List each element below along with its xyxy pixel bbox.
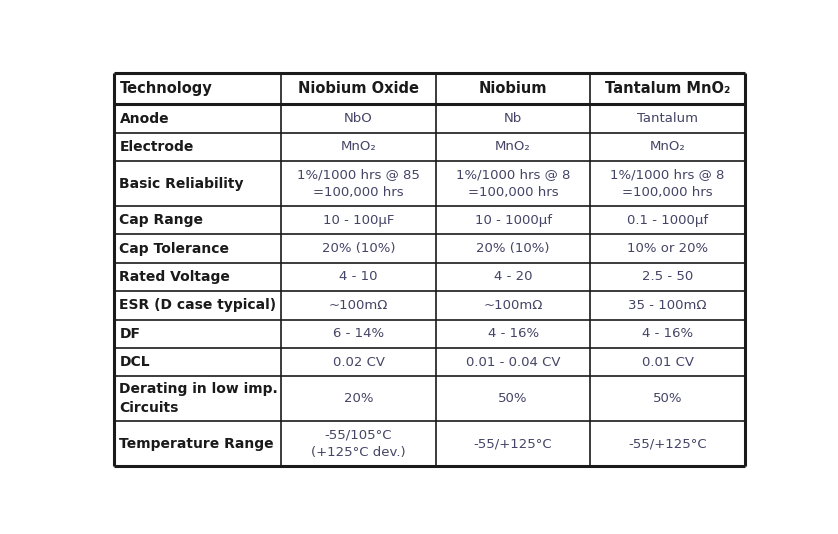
Text: 35 - 100mΩ: 35 - 100mΩ bbox=[628, 299, 707, 312]
Text: 20%: 20% bbox=[344, 392, 373, 405]
Bar bbox=[282, 421, 436, 466]
Bar bbox=[436, 161, 590, 206]
Bar bbox=[590, 421, 745, 466]
Text: ESR (D case typical): ESR (D case typical) bbox=[120, 299, 277, 312]
Text: 2.5 - 50: 2.5 - 50 bbox=[642, 271, 693, 284]
Text: 1%/1000 hrs @ 8
=100,000 hrs: 1%/1000 hrs @ 8 =100,000 hrs bbox=[456, 168, 570, 199]
Bar bbox=[436, 206, 590, 234]
Bar bbox=[114, 234, 282, 263]
Text: MnO₂: MnO₂ bbox=[495, 140, 531, 153]
Text: 10 - 1000μf: 10 - 1000μf bbox=[474, 214, 551, 226]
Bar bbox=[114, 320, 282, 348]
Text: Technology: Technology bbox=[120, 81, 212, 96]
Text: 10% or 20%: 10% or 20% bbox=[627, 242, 708, 255]
Text: Cap Tolerance: Cap Tolerance bbox=[120, 241, 230, 256]
Text: Tantalum: Tantalum bbox=[637, 112, 698, 125]
Bar bbox=[282, 320, 436, 348]
Bar bbox=[114, 376, 282, 421]
Text: 50%: 50% bbox=[653, 392, 682, 405]
Bar bbox=[114, 348, 282, 376]
Bar bbox=[282, 376, 436, 421]
Bar bbox=[436, 104, 590, 133]
Bar bbox=[114, 263, 282, 291]
Bar bbox=[282, 104, 436, 133]
Bar bbox=[114, 73, 282, 104]
Bar bbox=[436, 421, 590, 466]
Text: 50%: 50% bbox=[499, 392, 528, 405]
Bar bbox=[436, 263, 590, 291]
Text: 0.1 - 1000μf: 0.1 - 1000μf bbox=[627, 214, 708, 226]
Bar bbox=[436, 234, 590, 263]
Bar bbox=[590, 234, 745, 263]
Bar bbox=[282, 73, 436, 104]
Bar bbox=[436, 348, 590, 376]
Text: 1%/1000 hrs @ 85
=100,000 hrs: 1%/1000 hrs @ 85 =100,000 hrs bbox=[297, 168, 420, 199]
Bar bbox=[436, 73, 590, 104]
Text: Niobium: Niobium bbox=[478, 81, 547, 96]
Text: 10 - 100μF: 10 - 100μF bbox=[323, 214, 394, 226]
Bar bbox=[282, 206, 436, 234]
Text: 4 - 16%: 4 - 16% bbox=[488, 327, 539, 340]
Bar bbox=[114, 161, 282, 206]
Text: 4 - 16%: 4 - 16% bbox=[642, 327, 693, 340]
Bar bbox=[282, 348, 436, 376]
Text: Basic Reliability: Basic Reliability bbox=[120, 177, 244, 191]
Bar bbox=[590, 104, 745, 133]
Bar bbox=[282, 234, 436, 263]
Text: Electrode: Electrode bbox=[120, 140, 194, 154]
Text: 20% (10%): 20% (10%) bbox=[476, 242, 550, 255]
Bar bbox=[282, 291, 436, 320]
Text: DF: DF bbox=[120, 327, 141, 341]
Bar bbox=[436, 320, 590, 348]
Text: MnO₂: MnO₂ bbox=[649, 140, 685, 153]
Bar bbox=[282, 133, 436, 161]
Text: ~100mΩ: ~100mΩ bbox=[328, 299, 388, 312]
Bar bbox=[114, 421, 282, 466]
Text: MnO₂: MnO₂ bbox=[340, 140, 376, 153]
Bar bbox=[590, 320, 745, 348]
Text: ~100mΩ: ~100mΩ bbox=[484, 299, 543, 312]
Text: Nb: Nb bbox=[504, 112, 522, 125]
Bar bbox=[590, 348, 745, 376]
Text: -55/+125°C: -55/+125°C bbox=[473, 437, 552, 450]
Bar bbox=[114, 104, 282, 133]
Bar bbox=[590, 206, 745, 234]
Bar bbox=[590, 263, 745, 291]
Text: 4 - 10: 4 - 10 bbox=[339, 271, 378, 284]
Text: 6 - 14%: 6 - 14% bbox=[333, 327, 384, 340]
Bar bbox=[282, 263, 436, 291]
Text: -55/+125°C: -55/+125°C bbox=[628, 437, 707, 450]
Text: 0.01 CV: 0.01 CV bbox=[642, 356, 694, 369]
Text: 0.02 CV: 0.02 CV bbox=[333, 356, 385, 369]
Text: Tantalum MnO₂: Tantalum MnO₂ bbox=[605, 81, 730, 96]
Text: Cap Range: Cap Range bbox=[120, 213, 204, 227]
Bar bbox=[436, 291, 590, 320]
Text: Niobium Oxide: Niobium Oxide bbox=[298, 81, 419, 96]
Text: Temperature Range: Temperature Range bbox=[120, 437, 274, 451]
Text: 0.01 - 0.04 CV: 0.01 - 0.04 CV bbox=[466, 356, 561, 369]
Bar bbox=[282, 161, 436, 206]
Text: Anode: Anode bbox=[120, 112, 169, 125]
Bar bbox=[436, 376, 590, 421]
Text: -55/105°C
(+125°C dev.): -55/105°C (+125°C dev.) bbox=[311, 428, 406, 459]
Bar bbox=[114, 133, 282, 161]
Bar bbox=[114, 291, 282, 320]
Bar bbox=[590, 291, 745, 320]
Text: 20% (10%): 20% (10%) bbox=[322, 242, 396, 255]
Text: Rated Voltage: Rated Voltage bbox=[120, 270, 230, 284]
Bar bbox=[436, 133, 590, 161]
Bar bbox=[590, 133, 745, 161]
Bar bbox=[590, 161, 745, 206]
Text: NbO: NbO bbox=[344, 112, 373, 125]
Bar bbox=[590, 376, 745, 421]
Text: Derating in low imp.
Circuits: Derating in low imp. Circuits bbox=[120, 382, 278, 415]
Bar bbox=[114, 206, 282, 234]
Text: DCL: DCL bbox=[120, 355, 150, 369]
Text: 1%/1000 hrs @ 8
=100,000 hrs: 1%/1000 hrs @ 8 =100,000 hrs bbox=[610, 168, 725, 199]
Text: 4 - 20: 4 - 20 bbox=[494, 271, 532, 284]
Bar bbox=[590, 73, 745, 104]
